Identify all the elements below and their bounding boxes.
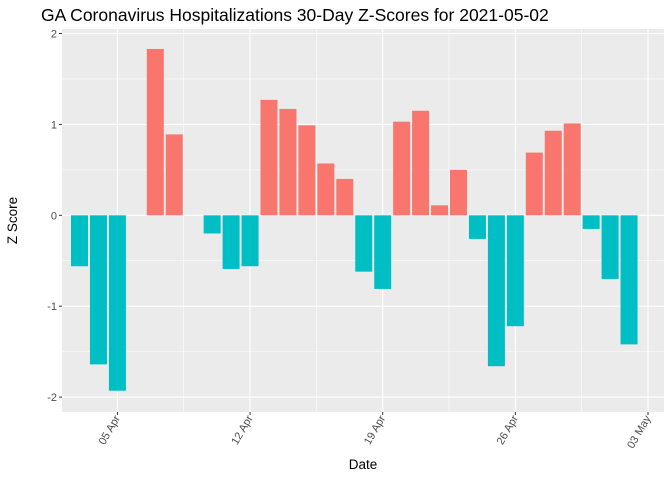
y-tick-label: 1 xyxy=(51,119,57,131)
bar-negative xyxy=(203,215,221,234)
x-tick-label: 05 Apr xyxy=(97,413,123,447)
y-axis-title: Z Score xyxy=(5,197,20,244)
bar-positive xyxy=(165,134,183,216)
bar-negative xyxy=(601,215,619,279)
bar-positive xyxy=(298,125,316,216)
bar-positive xyxy=(544,130,562,216)
bar-negative xyxy=(487,215,505,367)
bar-positive xyxy=(563,123,581,216)
bar-negative xyxy=(582,215,600,229)
x-tick-label: 26 Apr xyxy=(495,413,521,447)
x-axis-title: Date xyxy=(349,457,378,472)
bar-negative xyxy=(506,215,524,327)
bar-negative xyxy=(355,215,373,272)
bar-positive xyxy=(393,121,411,216)
bar-negative xyxy=(468,215,486,239)
bar-negative xyxy=(108,215,126,391)
bar-positive xyxy=(525,152,543,216)
chart-title: GA Coronavirus Hospitalizations 30-Day Z… xyxy=(41,5,549,25)
bar-positive xyxy=(146,48,164,216)
bar-negative xyxy=(71,215,88,267)
bar-positive xyxy=(336,178,354,216)
x-tick-label: 19 Apr xyxy=(362,413,388,447)
bar-positive xyxy=(450,169,467,216)
y-tick-label: -1 xyxy=(47,301,57,313)
bar-negative xyxy=(620,215,638,345)
y-tick-label: 2 xyxy=(51,29,57,41)
y-tick-label: -2 xyxy=(47,392,57,404)
bar-positive xyxy=(317,163,335,216)
bar-positive xyxy=(279,108,297,216)
x-tick-label: 12 Apr xyxy=(229,413,255,447)
bar-negative xyxy=(89,215,107,365)
bar-positive xyxy=(412,110,430,216)
bar-positive xyxy=(260,99,278,216)
bar-positive xyxy=(431,205,449,216)
bar-negative xyxy=(241,215,259,267)
bar-negative xyxy=(374,215,392,289)
x-tick-label: 03 May xyxy=(625,413,654,451)
y-tick-label: 0 xyxy=(51,210,57,222)
bar-negative xyxy=(222,215,240,269)
